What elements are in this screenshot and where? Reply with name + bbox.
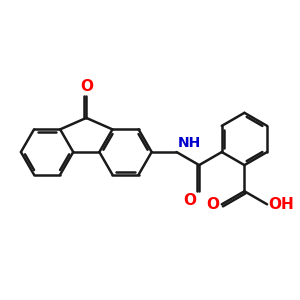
Text: O: O [207,197,220,212]
Text: OH: OH [268,197,294,212]
Text: NH: NH [178,136,201,150]
Text: O: O [80,79,93,94]
Text: O: O [183,193,196,208]
